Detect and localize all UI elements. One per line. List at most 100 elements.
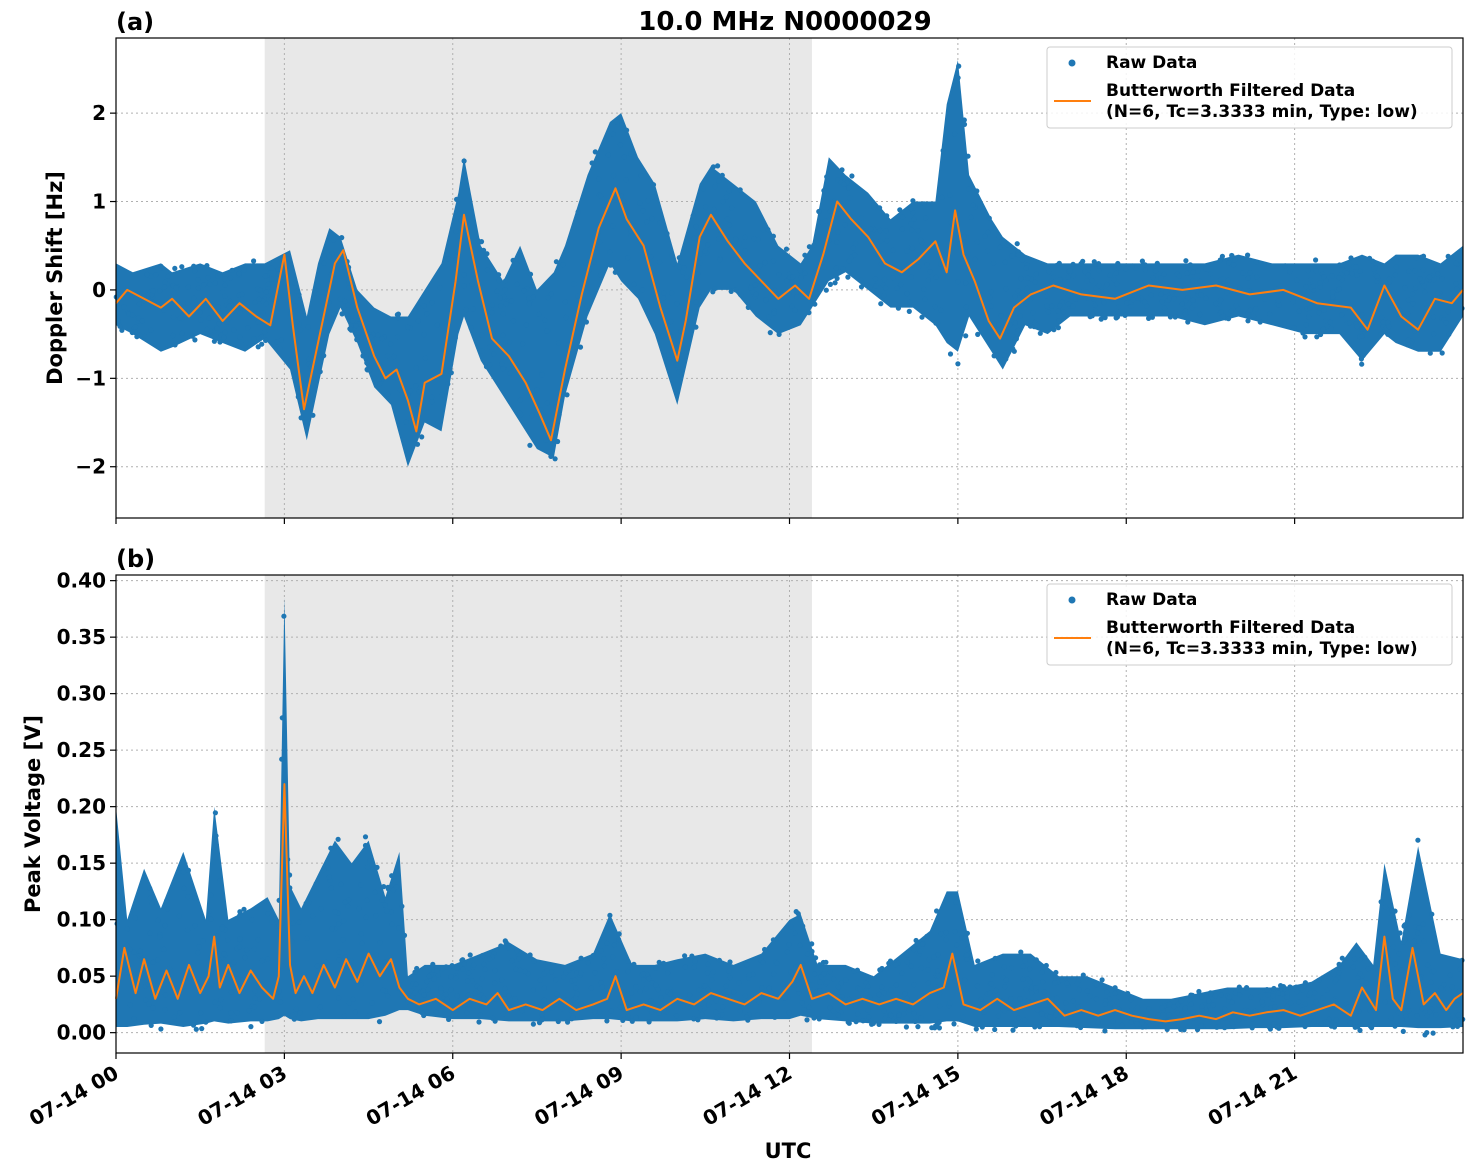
raw-data-point: [119, 327, 125, 333]
raw-data-point: [661, 960, 667, 967]
raw-data-point: [1023, 265, 1029, 271]
raw-data-point: [902, 991, 908, 997]
raw-data-point: [326, 874, 332, 880]
raw-data-point: [1067, 268, 1073, 274]
raw-data-point: [881, 276, 888, 283]
raw-data-point: [150, 288, 156, 294]
raw-data-point: [910, 210, 916, 216]
raw-data-point: [974, 188, 980, 194]
raw-data-point: [1159, 1005, 1165, 1011]
raw-data-point: [1212, 993, 1218, 999]
raw-data-point: [780, 981, 786, 987]
raw-data-point: [847, 195, 853, 201]
raw-data-point: [310, 913, 316, 919]
raw-data-point: [213, 842, 219, 848]
raw-data-point: [124, 294, 131, 300]
raw-data-point: [204, 263, 210, 269]
raw-data-point: [421, 331, 427, 338]
raw-data-point: [429, 399, 435, 405]
raw-data-point: [1029, 984, 1035, 991]
raw-data-point: [200, 938, 206, 944]
raw-data-point: [424, 978, 430, 985]
raw-data-point: [1250, 313, 1257, 319]
raw-data-point: [811, 242, 817, 248]
raw-data-point: [1386, 276, 1392, 282]
raw-data-point: [1248, 994, 1254, 1000]
raw-data-point: [908, 963, 914, 969]
raw-data-point: [1303, 284, 1309, 290]
raw-data-point: [358, 931, 364, 937]
raw-data-point: [597, 272, 604, 278]
y-tick-label: −1: [75, 366, 106, 390]
raw-data-point: [625, 255, 631, 261]
raw-data-point: [1429, 911, 1435, 917]
raw-data-point: [1302, 334, 1308, 340]
raw-data-point: [1134, 1004, 1141, 1011]
raw-data-point: [510, 318, 517, 324]
raw-data-point: [935, 973, 941, 979]
raw-data-point: [336, 949, 342, 955]
raw-data-point: [541, 985, 547, 991]
raw-data-point: [1120, 1013, 1126, 1020]
raw-data-point: [1064, 980, 1070, 986]
raw-data-point: [1171, 1023, 1177, 1029]
raw-data-point: [1047, 1014, 1053, 1020]
raw-data-point: [1107, 272, 1113, 278]
raw-data-point: [1082, 268, 1088, 275]
raw-data-point: [597, 1009, 603, 1015]
raw-data-point: [678, 328, 684, 334]
raw-data-point: [1266, 1024, 1272, 1030]
raw-data-point: [1070, 272, 1077, 279]
raw-data-point: [771, 971, 777, 977]
raw-data-point: [1352, 996, 1358, 1002]
raw-data-point: [911, 1010, 917, 1017]
raw-data-point: [1416, 925, 1422, 931]
raw-data-point: [274, 339, 280, 345]
raw-data-point: [1225, 316, 1232, 322]
raw-data-point: [172, 342, 178, 348]
raw-data-point: [562, 299, 568, 305]
raw-data-point: [1230, 1014, 1236, 1021]
raw-data-point: [745, 1003, 751, 1009]
raw-data-point: [461, 272, 467, 278]
raw-data-point: [1424, 962, 1431, 968]
raw-data-point: [1439, 276, 1445, 282]
raw-data-point: [676, 255, 682, 261]
raw-data-point: [295, 394, 301, 400]
raw-data-point: [1128, 303, 1134, 309]
raw-data-point: [426, 1005, 432, 1011]
raw-data-point: [1446, 331, 1452, 337]
raw-data-point: [1431, 943, 1437, 949]
raw-data-point: [1245, 318, 1251, 324]
raw-data-point: [201, 282, 207, 288]
raw-data-point: [961, 233, 967, 240]
raw-data-point: [1311, 1004, 1317, 1010]
raw-data-point: [499, 977, 505, 983]
raw-data-point: [139, 318, 145, 324]
raw-data-point: [762, 259, 768, 266]
raw-data-point: [1104, 989, 1110, 995]
raw-data-point: [772, 243, 778, 249]
raw-data-point: [1253, 306, 1259, 312]
figure-title: 10.0 MHz N0000029: [638, 7, 931, 37]
raw-data-point: [325, 864, 331, 871]
raw-data-point: [1453, 281, 1459, 287]
raw-data-point: [670, 261, 677, 267]
raw-data-point: [997, 244, 1003, 250]
raw-data-point: [724, 216, 731, 222]
raw-data-point: [1257, 993, 1264, 999]
y-tick-label: 0.25: [57, 738, 106, 762]
raw-data-point: [1329, 273, 1335, 279]
raw-data-point: [530, 1021, 537, 1027]
raw-data-point: [788, 923, 794, 930]
raw-data-point: [933, 274, 939, 280]
raw-data-point: [356, 905, 362, 912]
raw-data-point: [1459, 957, 1465, 963]
raw-data-point: [530, 987, 536, 993]
raw-data-point: [632, 223, 639, 229]
raw-data-point: [824, 174, 830, 180]
raw-data-point: [216, 321, 222, 327]
raw-data-point: [443, 964, 449, 970]
raw-data-point: [876, 1021, 882, 1027]
raw-data-point: [801, 1007, 807, 1013]
